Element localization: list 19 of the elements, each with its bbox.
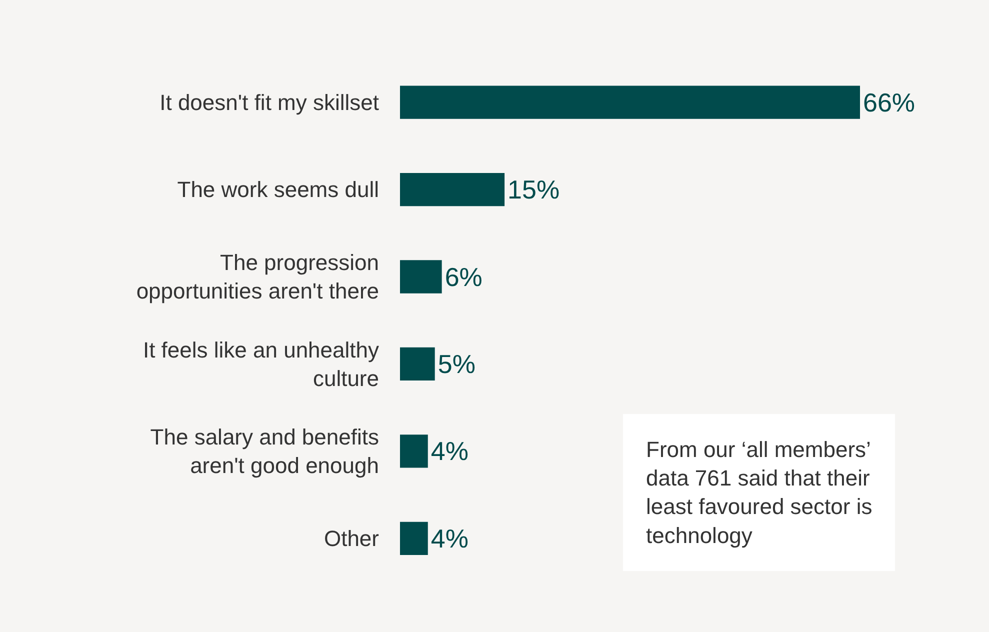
bar [400,434,428,468]
y-tick-label: Other [324,526,379,552]
bar [400,347,435,381]
data-label: 4% [430,523,468,554]
bar [400,522,428,555]
data-label: 5% [438,348,476,379]
data-label: 66% [863,87,916,118]
bar [400,260,442,294]
y-tick-label: It doesn't fit my skillset [160,90,379,116]
y-tick-label: The work seems dull [177,177,379,202]
y-tick-label: The progression opportunities aren't there [136,250,379,304]
bar [400,86,860,119]
y-tick-label: It feels like an unhealthy culture [142,337,379,391]
data-label: 15% [508,174,560,205]
annotation: From our ‘all members’ data 761 said that their least favoured sector is technology [646,437,872,548]
data-label: 4% [430,436,468,466]
y-tick-label: The salary and benefits aren't good enough [150,424,379,478]
data-label: 6% [444,262,482,292]
bar [400,172,505,206]
